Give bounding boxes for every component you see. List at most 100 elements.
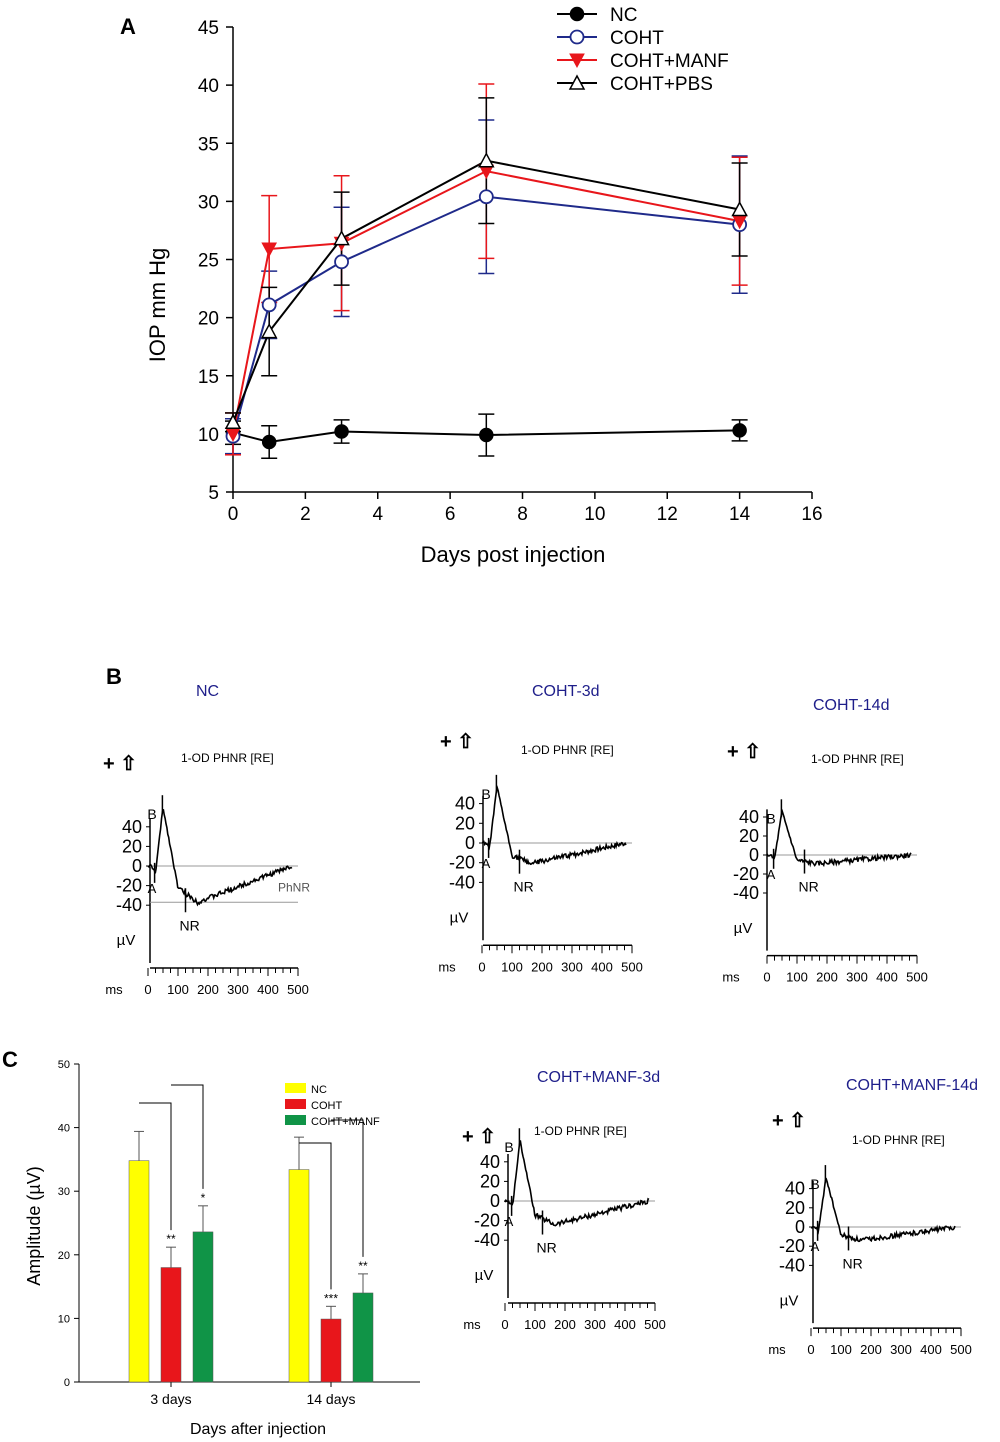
- erg-x-unit: ms: [463, 1317, 481, 1332]
- c-y-tick-label: 40: [58, 1123, 70, 1135]
- c-legend-label: NC: [311, 1084, 327, 1096]
- c-bar-coht-manf: [192, 1231, 214, 1383]
- a-point-nc: [334, 424, 349, 439]
- erg-trace-nc: [147, 808, 293, 907]
- c-legend-label: COHT+MANF: [311, 1116, 380, 1128]
- erg-nr-label: NR: [537, 1240, 557, 1256]
- erg-y-tick-label: -20: [474, 1211, 500, 1231]
- a-y-tick-label: 5: [208, 483, 219, 504]
- a-legend-marker-coht: [569, 29, 585, 45]
- erg-plus-arrow-icon: + ⇧: [440, 731, 474, 753]
- erg-nr-label: NR: [180, 917, 200, 933]
- erg-protocol-label: 1-OD PHNR [RE]: [521, 743, 614, 757]
- erg-b-label: B: [766, 810, 775, 826]
- erg-x-tick-label: 400: [876, 970, 898, 985]
- a-point-coht: [261, 297, 277, 313]
- erg-y-tick-label: 20: [122, 836, 142, 856]
- erg-y-tick-label: 20: [480, 1171, 500, 1191]
- erg-x-tick-label: 300: [227, 982, 249, 997]
- erg-b-label: B: [810, 1176, 819, 1192]
- erg-nr-label: NR: [514, 879, 534, 895]
- a-y-tick-label: 30: [198, 192, 219, 213]
- panel-label-b: B: [106, 664, 122, 689]
- erg-title-coht-3d: COHT-3d: [532, 683, 600, 700]
- erg-a-label: A: [811, 1239, 820, 1254]
- erg-trace-coht-manf-14d: [810, 1177, 956, 1243]
- c-category-label: 3 days: [150, 1391, 191, 1407]
- erg-y-unit: µV: [734, 920, 753, 937]
- erg-y-tick-label: 0: [749, 845, 759, 865]
- a-legend-label-coht: COHT: [610, 28, 664, 49]
- c-y-tick-label: 10: [58, 1313, 70, 1325]
- a-point-nc: [479, 427, 494, 443]
- erg-b-label: B: [481, 786, 490, 802]
- erg-y-tick-label: -20: [116, 876, 142, 896]
- erg-x-tick-label: 500: [621, 959, 643, 974]
- erg-y-unit: µV: [475, 1267, 494, 1284]
- a-ylabel: IOP mm Hg: [145, 248, 170, 363]
- a-point-coht: [478, 189, 494, 205]
- erg-protocol-label: 1-OD PHNR [RE]: [811, 752, 904, 766]
- erg-protocol-label: 1-OD PHNR [RE]: [852, 1133, 945, 1147]
- erg-y-tick-label: -40: [449, 872, 475, 892]
- a-legend-marker-nc: [569, 6, 585, 22]
- a-point-coht-pbs: [224, 413, 242, 429]
- erg-y-tick-label: 20: [785, 1198, 805, 1218]
- erg-y-tick-label: 20: [739, 826, 759, 846]
- c-significance-mark: ***: [324, 1291, 338, 1305]
- erg-x-tick-label: 500: [644, 1317, 666, 1332]
- c-comparison-bracket: [331, 1119, 364, 1257]
- panel-label-c: C: [2, 1047, 18, 1072]
- erg-title-coht-manf-3d: COHT+MANF-3d: [537, 1069, 660, 1086]
- erg-trace-coht-manf-3d: [504, 1140, 650, 1228]
- c-y-tick-label: 0: [64, 1377, 70, 1389]
- erg-y-tick-label: 0: [490, 1191, 500, 1211]
- a-point-coht-pbs: [260, 322, 278, 339]
- erg-x-tick-label: 0: [144, 982, 151, 997]
- a-xlabel: Days post injection: [421, 542, 606, 567]
- a-x-tick-label: 12: [657, 504, 678, 525]
- erg-phnr-label: PhNR: [278, 881, 310, 895]
- erg-plus-arrow-icon: + ⇧: [103, 753, 137, 775]
- erg-b-label: B: [147, 806, 156, 822]
- erg-plus-arrow-icon: + ⇧: [772, 1110, 806, 1132]
- a-point-coht-pbs: [478, 152, 495, 168]
- c-legend-swatch: [285, 1099, 306, 1109]
- erg-y-unit: µV: [450, 909, 469, 926]
- a-point-coht-manf: [261, 242, 278, 258]
- erg-y-tick-label: 40: [455, 794, 475, 814]
- a-x-tick-label: 16: [801, 504, 822, 525]
- a-x-tick-label: 8: [517, 504, 528, 525]
- c-significance-mark: *: [201, 1191, 206, 1205]
- c-y-tick-label: 50: [58, 1060, 70, 1071]
- erg-trace-coht-14d: [766, 808, 912, 868]
- erg-x-tick-label: 500: [950, 1342, 972, 1357]
- c-legend-swatch: [285, 1083, 306, 1093]
- c-significance-mark: **: [358, 1259, 368, 1273]
- a-x-tick-label: 0: [228, 504, 239, 525]
- erg-x-tick-label: 0: [807, 1342, 814, 1357]
- erg-x-tick-label: 500: [906, 970, 928, 985]
- erg-x-unit: ms: [768, 1342, 786, 1357]
- a-x-tick-label: 4: [372, 504, 383, 525]
- erg-x-tick-label: 200: [197, 982, 219, 997]
- a-y-tick-label: 20: [198, 309, 219, 330]
- c-ylabel: Amplitude (µV): [24, 1166, 44, 1285]
- c-xlabel: Days after injection: [190, 1421, 326, 1438]
- erg-x-tick-label: 100: [501, 959, 523, 974]
- erg-y-tick-label: -40: [116, 895, 142, 915]
- erg-y-tick-label: -40: [733, 883, 759, 903]
- erg-plus-arrow-icon: + ⇧: [727, 741, 761, 763]
- erg-y-unit: µV: [780, 1292, 799, 1309]
- erg-protocol-label: 1-OD PHNR [RE]: [181, 751, 274, 765]
- erg-trace-coht-3d: [481, 785, 627, 866]
- a-legend-marker-coht-pbs: [568, 74, 586, 90]
- erg-a-label: A: [148, 881, 157, 896]
- c-comparison-bracket: [171, 1084, 204, 1189]
- erg-nr-label: NR: [843, 1255, 863, 1271]
- erg-a-label: A: [767, 867, 776, 882]
- erg-x-tick-label: 200: [860, 1342, 882, 1357]
- a-x-tick-label: 2: [300, 504, 311, 525]
- a-y-tick-label: 10: [198, 425, 219, 446]
